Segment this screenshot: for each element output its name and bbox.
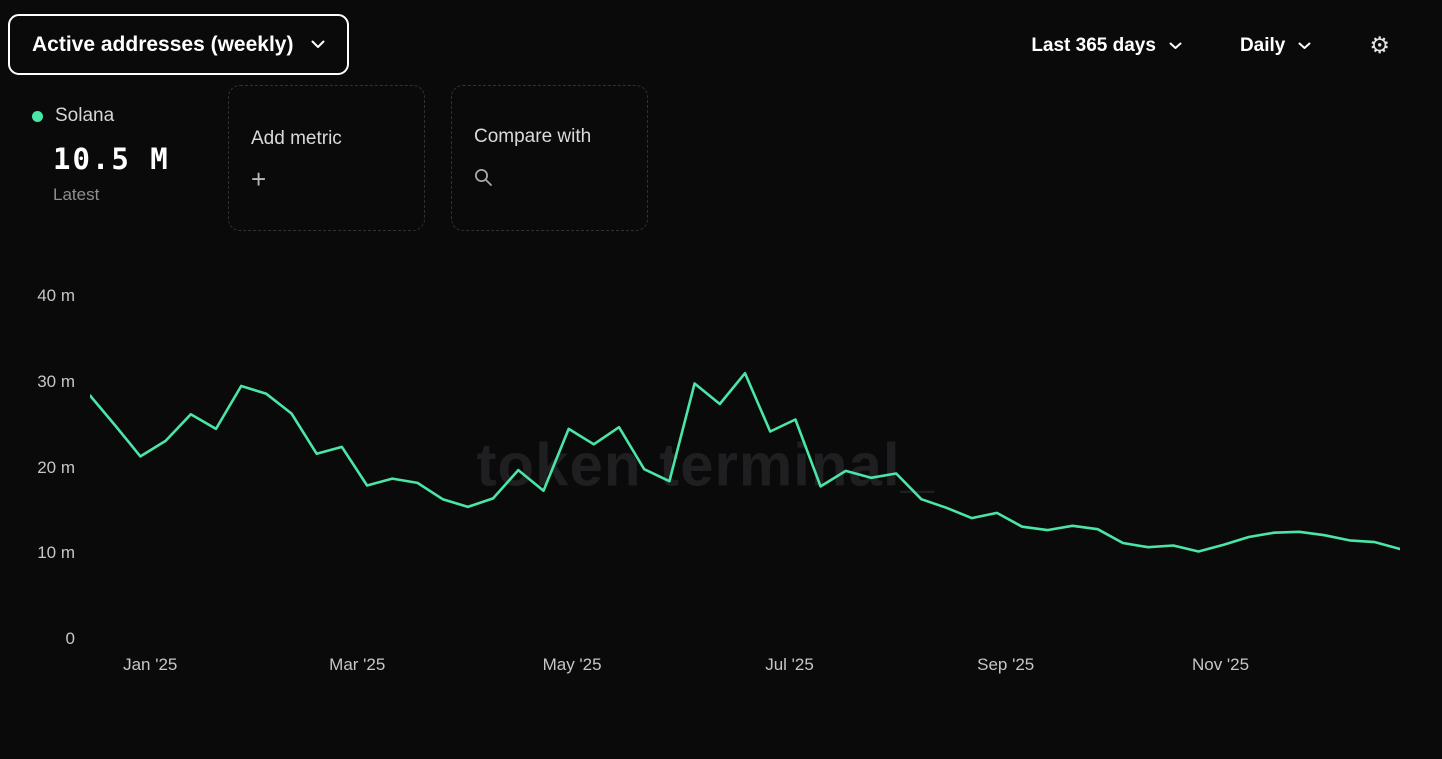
y-axis-tick-label: 0: [65, 629, 75, 648]
x-axis-tick-label: Jul '25: [765, 655, 814, 674]
series-color-dot: [32, 110, 43, 122]
legend-row: Solana 10.5 M Latest Add metric + Compar…: [0, 75, 1442, 231]
granularity-selector[interactable]: Daily: [1240, 36, 1311, 55]
date-range-selector[interactable]: Last 365 days: [1031, 36, 1182, 55]
y-axis: 40 m 30 m 20 m 10 m 0: [0, 269, 90, 648]
add-metric-card[interactable]: Add metric +: [228, 85, 425, 231]
compare-with-label: Compare with: [474, 126, 592, 147]
granularity-label: Daily: [1239, 35, 1286, 56]
metric-selector-label: Active addresses (weekly): [32, 33, 294, 56]
date-range-label: Last 365 days: [1031, 35, 1156, 56]
chart-plot-area[interactable]: token terminal_ Jan '25 Mar '25 May '25 Jul…: [90, 269, 1400, 674]
y-axis-tick-label: 20 m: [37, 457, 75, 477]
toolbar: Active addresses (weekly) Last 365 days …: [0, 0, 1442, 75]
x-axis-tick-label: Jan '25: [123, 655, 178, 674]
plus-icon: +: [251, 164, 267, 194]
solana-series-line: [90, 373, 1400, 551]
y-axis-tick-label: 40 m: [37, 286, 75, 305]
compare-with-card[interactable]: Compare with: [451, 85, 648, 231]
chevron-down-icon: [311, 40, 325, 48]
latest-value: 10.5 M: [53, 142, 170, 176]
x-axis-tick-label: Nov '25: [1191, 655, 1250, 674]
search-icon: [474, 168, 625, 190]
latest-label: Latest: [53, 185, 100, 204]
header-right-controls: Last 365 days Daily ⚙: [1031, 14, 1390, 57]
gear-icon: ⚙: [1369, 32, 1390, 58]
y-axis-tick-label: 30 m: [37, 371, 75, 391]
x-axis: Jan '25 Mar '25 May '25 Jul '25 Sep '25 Nov '…: [90, 639, 1400, 681]
add-metric-label: Add metric: [251, 128, 342, 149]
settings-button[interactable]: ⚙: [1369, 34, 1390, 57]
x-axis-tick-label: Mar '25: [329, 655, 386, 674]
y-axis-tick-label: 10 m: [37, 543, 75, 563]
x-axis-tick-label: Sep '25: [977, 655, 1035, 674]
solana-legend-item[interactable]: Solana 10.5 M Latest: [32, 85, 202, 221]
chevron-down-icon: [1298, 42, 1311, 49]
line-chart[interactable]: [90, 269, 1400, 639]
metric-selector-button[interactable]: Active addresses (weekly): [8, 14, 350, 75]
chevron-down-icon: [1169, 42, 1182, 49]
x-axis-tick-label: May '25: [542, 655, 602, 674]
series-name: Solana: [55, 105, 115, 126]
